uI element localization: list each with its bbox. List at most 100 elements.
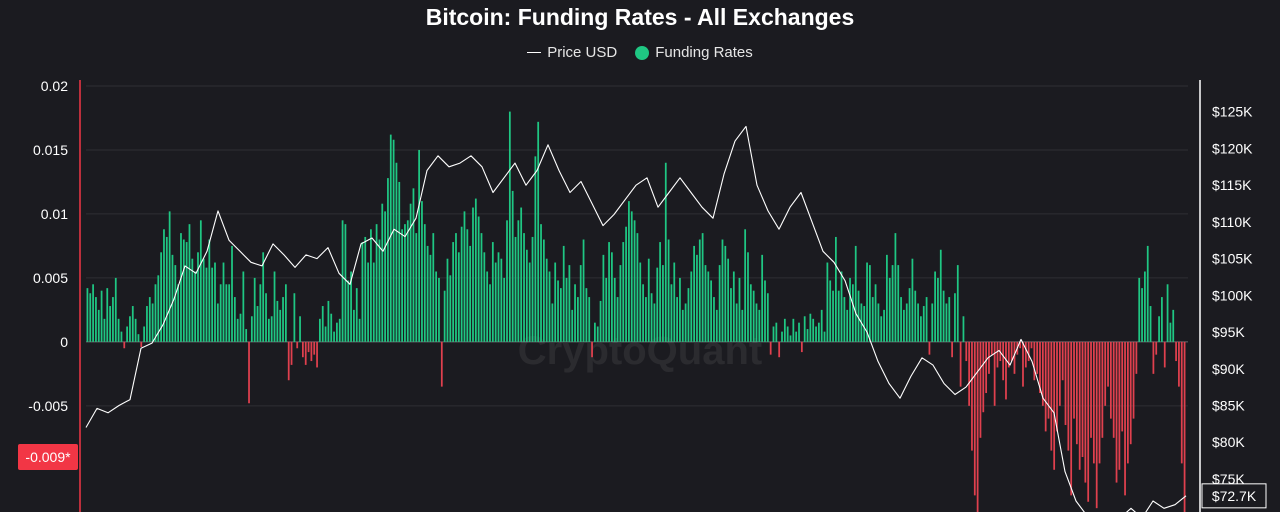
funding-rate-bar [372,262,375,342]
funding-rate-bar [276,300,279,342]
funding-rate-bar [837,290,840,342]
funding-rate-bar [747,252,749,342]
funding-rate-bar [89,293,92,342]
funding-rate-bar [971,341,973,451]
funding-rate-bar [922,306,925,342]
funding-rate-bar [97,309,100,342]
funding-rate-bar [1129,341,1132,445]
right-tick-label: $95K [1212,324,1245,340]
funding-rate-bar [316,341,318,368]
funding-rate-bar [1070,341,1073,496]
funding-rate-bar [1081,341,1084,457]
funding-rate-bar [908,288,911,342]
funding-rate-bar [185,242,188,342]
funding-rate-bar [956,265,959,342]
funding-rate-bar [483,252,486,342]
funding-rate-bar [126,326,128,342]
funding-rate-bar [432,233,435,342]
funding-rate-bar [446,258,449,342]
legend: Price USD Funding Rates [0,44,1280,61]
funding-rate-bar [123,341,126,349]
funding-rate-bar [310,341,313,362]
funding-rate-bar [452,242,455,342]
funding-rate-bar [401,229,403,342]
funding-rate-bar [633,220,636,342]
funding-rate-bar [182,239,185,342]
funding-rate-bar [500,258,503,342]
funding-rate-bar [1163,341,1166,368]
funding-rate-bar [939,249,942,342]
funding-rate-bar [769,341,772,355]
funding-rate-bar [968,341,970,406]
funding-rate-bar [525,249,528,342]
funding-rate-bar [497,252,500,342]
funding-rate-bar [216,303,219,342]
funding-rate-bar [131,306,134,342]
funding-rate-bar [180,233,182,342]
funding-rate-bar [299,316,301,342]
legend-item-price[interactable]: Price USD [527,44,617,61]
axes [79,80,1201,512]
funding-rate-bar [151,303,154,342]
right-tick-label: $110K [1212,214,1252,230]
funding-rate-bar [191,258,194,342]
funding-rate-bar [1135,341,1138,374]
funding-rate-bar [798,322,800,342]
funding-rate-bar [341,220,344,342]
funding-rate-bar [599,300,602,342]
funding-rate-bar [639,262,642,342]
funding-rate-bar [248,341,250,404]
legend-item-funding[interactable]: Funding Rates [635,44,753,61]
funding-rate-bar [134,318,137,342]
funding-rate-bar [1056,341,1058,432]
funding-rate-bar [826,262,829,342]
funding-rate-bar [577,297,579,342]
funding-rate-bar [100,290,103,342]
funding-rate-bar [1087,341,1090,502]
funding-rate-bar [874,284,877,342]
funding-rate-bar [1180,341,1183,464]
legend-line-icon [527,52,542,53]
funding-rate-bar [1041,341,1044,406]
funding-rate-bar [1053,341,1056,470]
funding-rate-bar [869,265,871,342]
funding-rate-bar [891,265,894,342]
funding-rate-bar [849,277,851,342]
funding-rate-bar [1115,341,1118,483]
left-tick-label: 0.015 [33,142,68,158]
funding-rate-bar [95,297,97,342]
funding-rate-bar [883,309,885,342]
funding-rate-bar [1075,341,1078,445]
funding-rate-bar [242,271,245,342]
funding-rate-bar [559,288,562,342]
funding-rate-bar [338,318,341,342]
funding-rate-bar [1036,341,1039,374]
right-tick-label: $75K [1212,471,1245,487]
funding-rate-bar [795,331,798,342]
funding-rate-bar [545,258,548,342]
right-tick-label: $90K [1212,361,1245,377]
funding-rate-bar [996,341,999,368]
funding-rate-bar [284,284,287,342]
funding-rate-bar [259,284,262,342]
funding-rate-bar [148,297,151,342]
funding-rate-bar [925,297,928,342]
funding-rate-bar [962,316,965,342]
funding-rate-bar [270,316,273,342]
funding-rate-bar [693,245,695,342]
price-line-layer [85,125,1187,512]
funding-rate-bar [171,254,174,342]
legend-label-funding: Funding Rates [655,44,753,61]
funding-rate-bar [823,331,826,342]
funding-rate-bar [387,178,389,342]
funding-rate-bar [1010,341,1013,362]
funding-rate-bar [642,284,644,342]
funding-rate-bar [888,277,891,342]
funding-rate-bar [917,303,919,342]
funding-rate-bar [523,233,525,342]
funding-rate-bars [86,111,1186,512]
funding-rate-bar [455,233,457,342]
funding-rate-bar [1118,341,1121,470]
funding-rate-bar [1095,341,1098,509]
funding-rate-bar [480,233,483,342]
